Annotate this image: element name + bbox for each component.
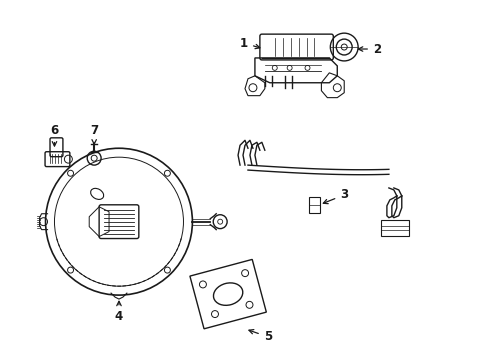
Text: 2: 2 bbox=[358, 42, 380, 55]
Circle shape bbox=[67, 267, 73, 273]
Text: 5: 5 bbox=[248, 329, 271, 343]
Text: 3: 3 bbox=[323, 188, 347, 204]
Text: 4: 4 bbox=[115, 301, 123, 323]
Text: 7: 7 bbox=[90, 124, 98, 144]
Text: 6: 6 bbox=[50, 124, 59, 146]
Circle shape bbox=[67, 170, 73, 176]
Text: 1: 1 bbox=[240, 37, 259, 50]
Circle shape bbox=[164, 267, 170, 273]
Circle shape bbox=[164, 170, 170, 176]
